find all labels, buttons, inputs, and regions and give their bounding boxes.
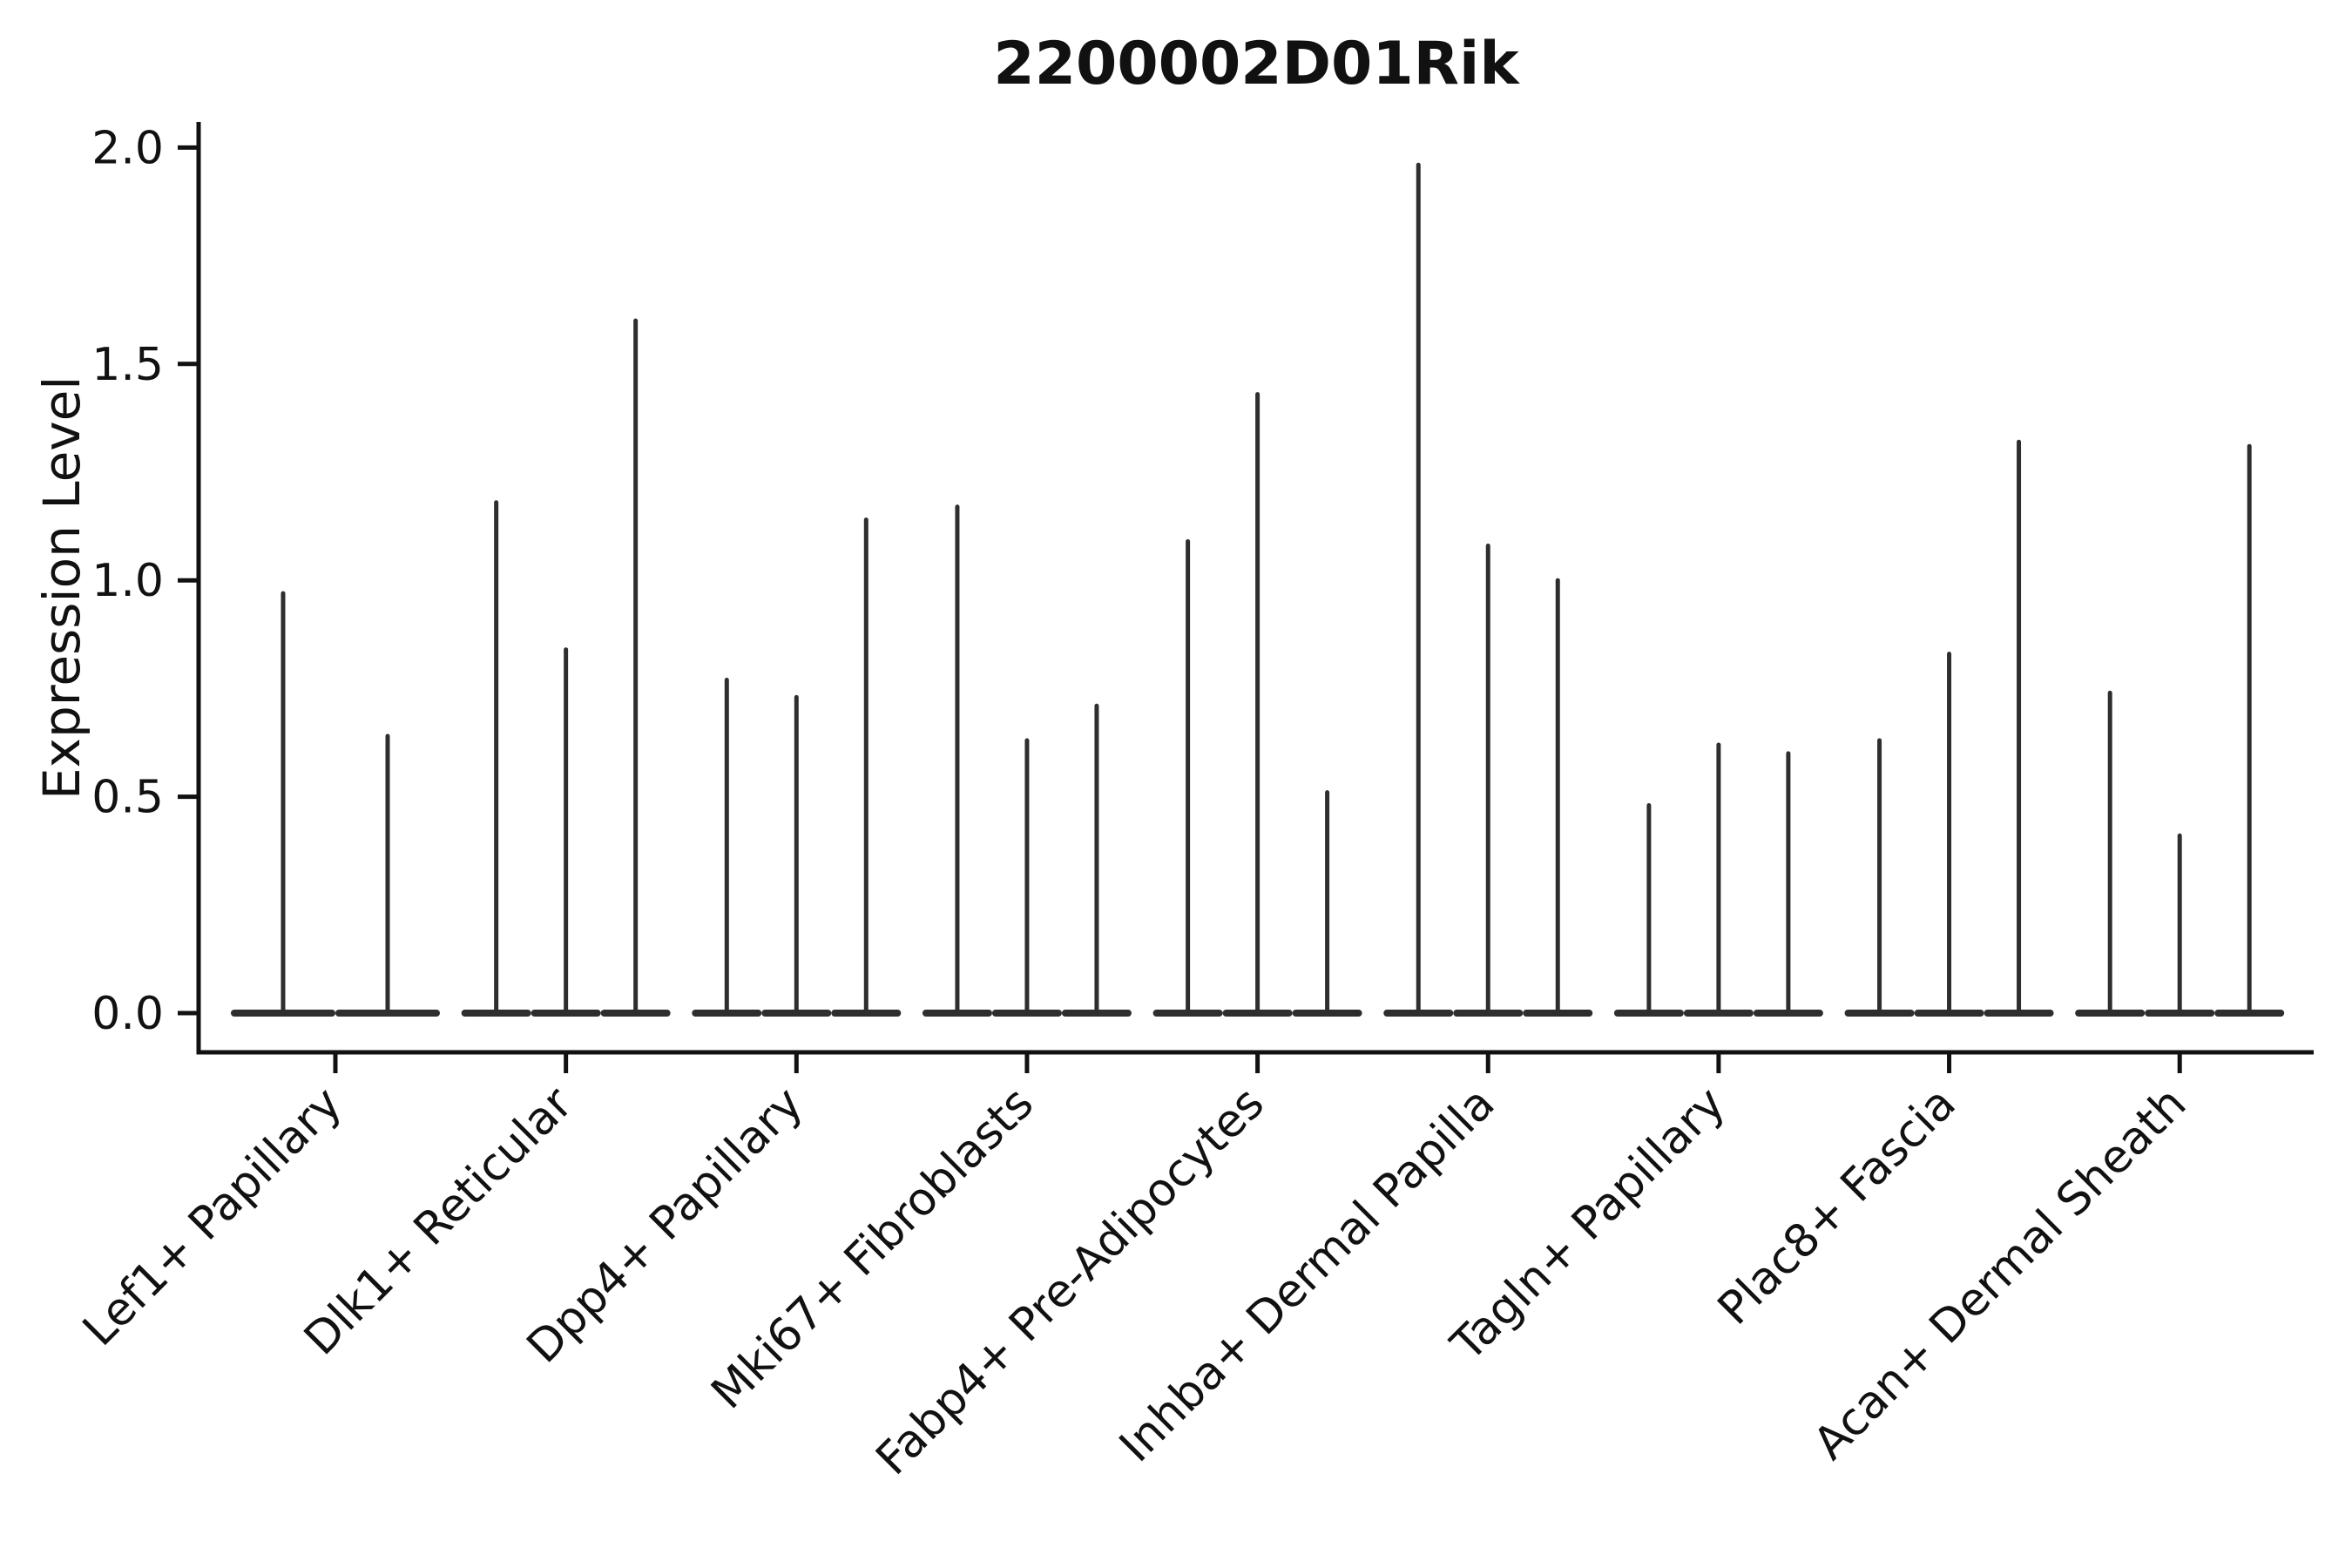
y-tick-label: 1.0 (91, 555, 164, 607)
y-tick-label: 0.0 (91, 988, 164, 1040)
x-tick-label: Fabp4+ Pre-Adipocytes (866, 1078, 1274, 1485)
y-tick-label: 0.5 (91, 772, 164, 824)
x-tick-label: Inhba+ Dermal Papilla (1110, 1078, 1504, 1472)
x-tick-label: Plac8+ Fascia (1708, 1078, 1966, 1335)
x-tick-label: Acan+ Dermal Sheath (1804, 1078, 2197, 1470)
y-tick-label: 2.0 (91, 122, 164, 174)
chart-title: 2200002D01Rik (993, 30, 1519, 98)
y-tick-label: 1.5 (91, 339, 164, 391)
